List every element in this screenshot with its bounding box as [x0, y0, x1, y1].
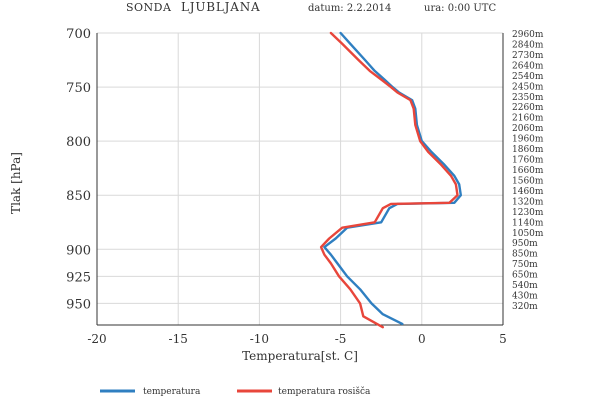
- altitude-label: 1760m: [512, 156, 544, 166]
- altitude-label: 2060m: [512, 124, 544, 134]
- y-tick-label: 750: [66, 81, 91, 96]
- altitude-label: 650m: [512, 271, 538, 281]
- station-name: LJUBLJANA: [181, 0, 261, 14]
- altitude-label: 1860m: [512, 145, 544, 155]
- legend-label-temperatura-rosisca: temperatura rosišča: [278, 386, 371, 397]
- x-tick-label: 5: [499, 332, 507, 346]
- y-tick-label: 800: [66, 135, 91, 150]
- x-tick-label: 0: [418, 332, 426, 346]
- series-line-1: [319, 31, 459, 329]
- series: [319, 31, 462, 329]
- x-tick-label: -10: [250, 332, 269, 346]
- x-tick-label: -5: [335, 332, 347, 346]
- altitude-label: 850m: [512, 250, 538, 260]
- altitude-label: 1560m: [512, 176, 544, 186]
- date-text: datum: 2.2.2014: [308, 3, 391, 14]
- altitude-label: 750m: [512, 260, 538, 270]
- altitude-label: 320m: [512, 302, 538, 312]
- altitude-label: 1320m: [512, 197, 544, 207]
- tick-labels: -20 -15 -10 -5 0 5 700 750 800 850 900 925 950: [66, 27, 507, 346]
- altitude-label: 2640m: [512, 61, 544, 71]
- y-axis-label: Tlak [hPa]: [9, 152, 23, 214]
- altitude-label: 1230m: [512, 208, 544, 218]
- altitude-label: 950m: [512, 239, 538, 249]
- x-tick-label: -20: [87, 332, 106, 346]
- altitude-label: 2260m: [512, 103, 544, 113]
- altitude-label: 2160m: [512, 114, 544, 124]
- series-line-0: [323, 31, 462, 326]
- legend-label-temperatura: temperatura: [143, 387, 201, 397]
- grid: [97, 32, 504, 325]
- x-tick-label: -15: [169, 332, 188, 346]
- y-tick-label: 850: [66, 189, 91, 204]
- axes: [96, 33, 504, 326]
- altitude-label: 2840m: [512, 40, 544, 50]
- y-tick-label: 900: [66, 243, 91, 258]
- y-tick-label: 950: [66, 297, 91, 312]
- altitude-label: 1960m: [512, 135, 544, 145]
- altitude-labels: 2960m2840m2730m2640m2540m2450m2350m2260m…: [512, 30, 544, 312]
- y-tick-label: 700: [66, 27, 91, 42]
- altitude-label: 1140m: [512, 218, 544, 228]
- altitude-label: 2540m: [512, 72, 544, 82]
- altitude-label: 430m: [512, 292, 538, 302]
- altitude-label: 1460m: [512, 187, 544, 197]
- altitude-label: 2960m: [512, 30, 544, 40]
- altitude-label: 2350m: [512, 93, 544, 103]
- time-text: ura: 0:00 UTC: [424, 3, 496, 14]
- x-axis-label: Temperatura[st. C]: [242, 349, 358, 363]
- legend: temperatura temperatura rosišča: [100, 386, 371, 397]
- altitude-label: 1660m: [512, 166, 544, 176]
- y-tick-label: 925: [66, 270, 91, 285]
- altitude-label: 2730m: [512, 51, 544, 61]
- altitude-label: 1050m: [512, 229, 544, 239]
- altitude-label: 540m: [512, 281, 538, 291]
- altitude-label: 2450m: [512, 82, 544, 92]
- station-label: SONDA: [126, 1, 172, 14]
